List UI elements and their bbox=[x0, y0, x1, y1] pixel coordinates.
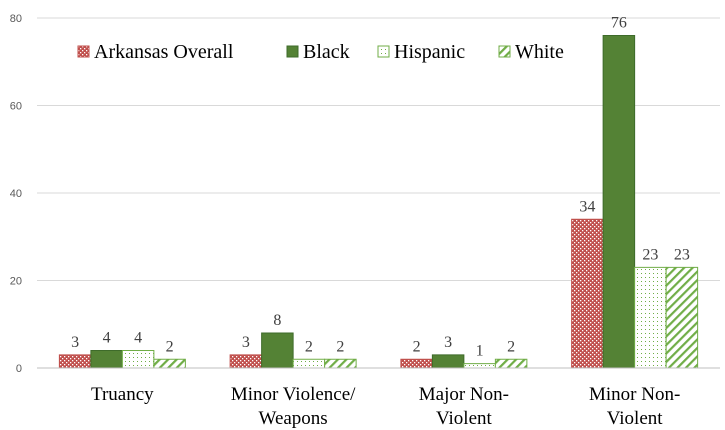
bar-hispanic bbox=[463, 363, 496, 369]
y-axis-ticks: 0 20 40 60 80 bbox=[10, 13, 22, 375]
data-label: 2 bbox=[507, 338, 515, 355]
x-category-label: Truancy bbox=[91, 384, 154, 405]
legend-swatch bbox=[377, 45, 390, 58]
bar-black bbox=[261, 332, 294, 369]
legend-swatch bbox=[77, 45, 90, 58]
legend-label: Hispanic bbox=[394, 41, 465, 63]
data-label: 8 bbox=[273, 312, 281, 329]
data-label: 2 bbox=[336, 338, 344, 355]
legend-label: Arkansas Overall bbox=[94, 41, 234, 63]
legend-label: Black bbox=[303, 41, 350, 63]
x-category-label: Minor Violence/ bbox=[231, 384, 356, 405]
data-label: 3 bbox=[71, 334, 79, 351]
x-category-label: Violent bbox=[436, 408, 493, 429]
data-label: 3 bbox=[444, 334, 452, 351]
y-tick-label: 0 bbox=[16, 363, 22, 375]
data-label: 2 bbox=[166, 338, 174, 355]
data-label: 34 bbox=[579, 198, 595, 215]
x-category-label: Minor Non- bbox=[589, 384, 680, 405]
bar-black bbox=[90, 350, 123, 369]
bar-arkansas-overall bbox=[229, 354, 263, 369]
y-tick-label: 40 bbox=[10, 188, 22, 200]
data-label: 4 bbox=[134, 330, 142, 347]
data-label: 2 bbox=[305, 338, 313, 355]
bar-hispanic bbox=[121, 350, 155, 369]
data-label: 1 bbox=[476, 343, 484, 360]
legend-swatch bbox=[498, 45, 511, 58]
y-tick-label: 80 bbox=[10, 13, 22, 25]
x-category-label: Major Non- bbox=[419, 384, 509, 405]
data-label: 3 bbox=[242, 334, 250, 351]
bar-black bbox=[602, 35, 636, 369]
bar-hispanic bbox=[292, 358, 326, 369]
legend-swatch bbox=[286, 45, 299, 58]
legend: Arkansas Overall Black Hispanic White bbox=[77, 41, 564, 63]
x-category-label: Violent bbox=[607, 408, 664, 429]
data-label: 76 bbox=[611, 15, 627, 32]
y-tick-label: 60 bbox=[10, 101, 22, 113]
bar-white bbox=[324, 358, 357, 369]
bar-arkansas-overall bbox=[571, 218, 604, 369]
bar-white bbox=[665, 266, 699, 369]
data-label: 4 bbox=[103, 330, 111, 347]
legend-label: White bbox=[515, 41, 564, 63]
bar-arkansas-overall bbox=[400, 358, 433, 369]
data-label: 23 bbox=[674, 246, 690, 263]
y-tick-label: 20 bbox=[10, 276, 22, 288]
data-label: 23 bbox=[642, 246, 658, 263]
bar-arkansas-overall bbox=[58, 354, 92, 369]
bars bbox=[58, 35, 699, 369]
x-axis-categories: Truancy Minor Violence/Weapons Major Non- V… bbox=[91, 384, 680, 429]
x-category-label: Weapons bbox=[259, 408, 328, 429]
bar-hispanic bbox=[634, 266, 667, 369]
bar-white bbox=[494, 358, 528, 369]
data-label: 2 bbox=[413, 338, 421, 355]
bar-white bbox=[153, 358, 186, 369]
bar-black bbox=[431, 354, 465, 369]
